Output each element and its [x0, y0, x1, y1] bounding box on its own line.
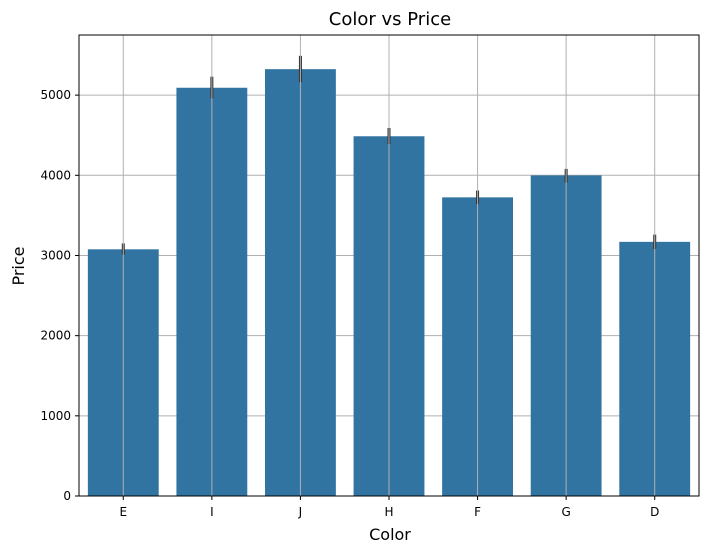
x-tick-label: F	[474, 505, 481, 519]
chart-title: Color vs Price	[329, 9, 451, 30]
x-grid-layer	[122, 35, 656, 496]
x-tick-label: H	[384, 505, 393, 519]
x-tick-label: G	[561, 505, 570, 519]
x-tick-label: I	[210, 505, 214, 519]
y-tick-label: 0	[63, 489, 71, 503]
x-tick-label: D	[650, 505, 659, 519]
x-axis-label: Color	[369, 525, 411, 544]
y-axis-label: Price	[9, 246, 28, 285]
y-tick-label: 5000	[40, 88, 71, 102]
y-tick-label: 4000	[40, 168, 71, 182]
y-tick-layer: 0 1000 2000 3000 4000 5000	[40, 88, 79, 503]
y-tick-label: 3000	[40, 248, 71, 262]
y-tick-label: 1000	[40, 409, 71, 423]
x-tick-label: E	[119, 505, 127, 519]
x-tick-label: J	[298, 505, 303, 519]
y-tick-label: 2000	[40, 329, 71, 343]
